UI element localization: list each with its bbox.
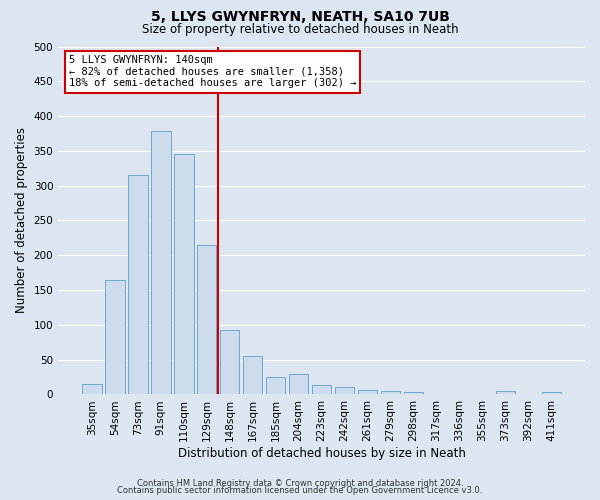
Bar — [174, 154, 194, 394]
X-axis label: Distribution of detached houses by size in Neath: Distribution of detached houses by size … — [178, 447, 466, 460]
Bar — [542, 392, 561, 394]
Bar — [82, 384, 101, 394]
Bar — [289, 374, 308, 394]
Bar — [197, 245, 217, 394]
Bar — [151, 132, 170, 394]
Text: 5 LLYS GWYNFRYN: 140sqm
← 82% of detached houses are smaller (1,358)
18% of semi: 5 LLYS GWYNFRYN: 140sqm ← 82% of detache… — [69, 55, 356, 88]
Bar — [358, 390, 377, 394]
Bar — [220, 330, 239, 394]
Text: Contains public sector information licensed under the Open Government Licence v3: Contains public sector information licen… — [118, 486, 482, 495]
Text: 5, LLYS GWYNFRYN, NEATH, SA10 7UB: 5, LLYS GWYNFRYN, NEATH, SA10 7UB — [151, 10, 449, 24]
Bar — [243, 356, 262, 395]
Bar — [335, 388, 355, 394]
Bar — [105, 280, 125, 394]
Bar — [312, 384, 331, 394]
Y-axis label: Number of detached properties: Number of detached properties — [15, 128, 28, 314]
Bar — [128, 175, 148, 394]
Text: Contains HM Land Registry data © Crown copyright and database right 2024.: Contains HM Land Registry data © Crown c… — [137, 478, 463, 488]
Text: Size of property relative to detached houses in Neath: Size of property relative to detached ho… — [142, 22, 458, 36]
Bar — [404, 392, 423, 394]
Bar — [381, 391, 400, 394]
Bar — [266, 377, 286, 394]
Bar — [496, 391, 515, 394]
